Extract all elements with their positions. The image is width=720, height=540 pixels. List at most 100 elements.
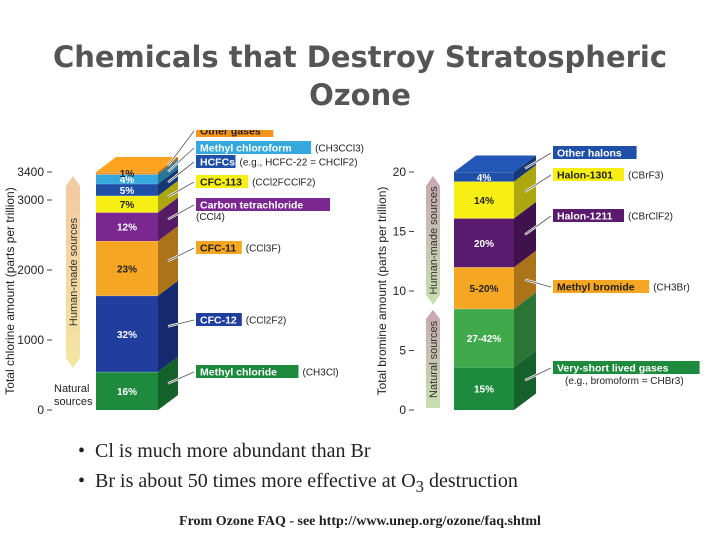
percent-label: 27-42% <box>467 334 502 345</box>
natural-sources-label-2: sources <box>54 396 93 408</box>
bar-segment-side <box>158 157 178 175</box>
legend-formula: (e.g., bromoform = CHBr3) <box>565 376 684 387</box>
legend-name: CFC-12 <box>200 315 237 327</box>
legend-box <box>196 175 249 188</box>
legend-name: Methyl chloroform <box>200 143 292 155</box>
bar-segment <box>454 172 514 182</box>
percent-label: 5% <box>120 186 135 197</box>
bar-segment <box>96 183 158 196</box>
y-tick-label: 3000 <box>17 193 44 207</box>
legend-box <box>196 155 236 168</box>
legend-name: Very-short lived gases <box>557 363 669 375</box>
human-made-sources-label: Human-made sources <box>68 217 80 326</box>
human-made-sources-arrow <box>426 176 440 305</box>
bullet-item: Cl is much more abundant than Br <box>78 436 518 466</box>
legend-box <box>196 130 274 137</box>
legend-name: CFC-113 <box>200 177 242 189</box>
legend-name: Other halons <box>557 148 622 160</box>
percent-label: 32% <box>117 330 137 341</box>
legend-box <box>553 209 624 222</box>
slide-title: Chemicals that Destroy Stratospheric Ozo… <box>52 40 668 112</box>
y-axis-title: Total chlorine amount (parts per trillio… <box>3 187 17 394</box>
legend-formula: (CBrF3) <box>628 171 664 182</box>
callout-line <box>524 279 552 288</box>
percent-label: 20% <box>474 239 494 250</box>
percent-label: 16% <box>117 387 137 398</box>
natural-sources-arrow <box>426 309 440 408</box>
callout-line <box>524 367 552 381</box>
source-citation: From Ozone FAQ - see http://www.unep.org… <box>179 514 541 529</box>
legend-box <box>553 168 624 181</box>
natural-sources-label: Natural <box>54 383 89 395</box>
bar-top-face <box>96 157 178 172</box>
legend-name: Halon-1211 <box>557 211 613 223</box>
percent-label: 4% <box>120 175 135 186</box>
bar-segment-side <box>514 165 536 219</box>
legend-formula: (CH3CCl3) <box>315 144 364 155</box>
legend-formula: (CH3Br) <box>653 283 690 294</box>
bar-segment <box>454 218 514 268</box>
bullet-list: Cl is much more abundant than Br Br is a… <box>78 436 518 502</box>
callout-line <box>167 181 195 197</box>
bar-segment <box>454 181 514 219</box>
natural-sources-label: Natural sources <box>428 320 440 398</box>
chlorine-chart: Total chlorine amount (parts per trillio… <box>3 130 364 417</box>
bullet-text-tail: destruction <box>424 470 518 492</box>
bar-segment-side <box>158 226 178 296</box>
bar-segment <box>454 267 514 309</box>
y-tick-label: 3400 <box>17 165 44 179</box>
callout-line <box>524 174 552 193</box>
bar-segment-side <box>158 168 178 196</box>
percent-label: 5-20% <box>470 284 499 295</box>
percent-label: 15% <box>474 385 494 396</box>
human-made-sources-arrow <box>66 176 80 368</box>
legend-name: Halon-1301 <box>557 170 613 182</box>
percent-label: 14% <box>474 196 494 207</box>
legend-box <box>553 280 650 293</box>
callout-line <box>167 371 195 384</box>
legend-name: Other gases <box>200 130 261 138</box>
callout-line <box>167 247 195 262</box>
legend-box <box>196 141 312 154</box>
legend-box <box>553 146 637 159</box>
bar-segment-side <box>514 350 536 410</box>
bullet-text: Br is about 50 times more effective at O <box>95 470 416 492</box>
bar-segment-side <box>158 180 178 213</box>
bar-top-face <box>454 155 536 172</box>
ozone-chemicals-figure: Total chlorine amount (parts per trillio… <box>3 130 700 417</box>
bar-segment <box>96 295 158 372</box>
callout-line <box>167 319 195 327</box>
y-tick-label: 20 <box>393 165 407 179</box>
y-tick-label: 1000 <box>17 333 44 347</box>
bar-segment <box>96 195 158 213</box>
callout-line <box>167 161 195 183</box>
callout-line <box>524 152 552 169</box>
callout-line <box>167 130 195 166</box>
y-tick-label: 0 <box>399 403 406 417</box>
bullet-subscript: 3 <box>415 477 424 496</box>
percent-label: 23% <box>117 264 137 275</box>
bar-segment <box>96 371 158 410</box>
legend-box <box>196 198 330 211</box>
legend-name: Methyl chloride <box>200 367 277 379</box>
bar-segment <box>96 241 158 296</box>
legend-formula: (CCl2F2) <box>246 316 287 327</box>
bar-segment <box>454 308 514 368</box>
bullet-text: Cl is much more abundant than Br <box>95 440 371 462</box>
callout-line <box>524 215 552 235</box>
legend-formula: (CCl4) <box>196 212 225 223</box>
percent-label: 7% <box>120 200 135 211</box>
bar-segment-side <box>514 292 536 368</box>
y-tick-label: 15 <box>393 225 407 239</box>
percent-label: 1% <box>120 169 135 180</box>
bar-segment <box>96 212 158 242</box>
legend-box <box>196 313 242 326</box>
legend-formula: (CCl3F) <box>246 244 281 255</box>
legend-name: CFC-11 <box>200 243 236 255</box>
bar-segment-side <box>514 155 536 182</box>
human-made-sources-label: Human-made sources <box>428 186 440 295</box>
bar-segment <box>96 174 158 184</box>
bromine-chart: Total bromine amount (parts per trillion… <box>375 146 700 417</box>
legend-formula: (CCl2FCClF2) <box>252 178 315 189</box>
bar-segment <box>96 172 158 175</box>
